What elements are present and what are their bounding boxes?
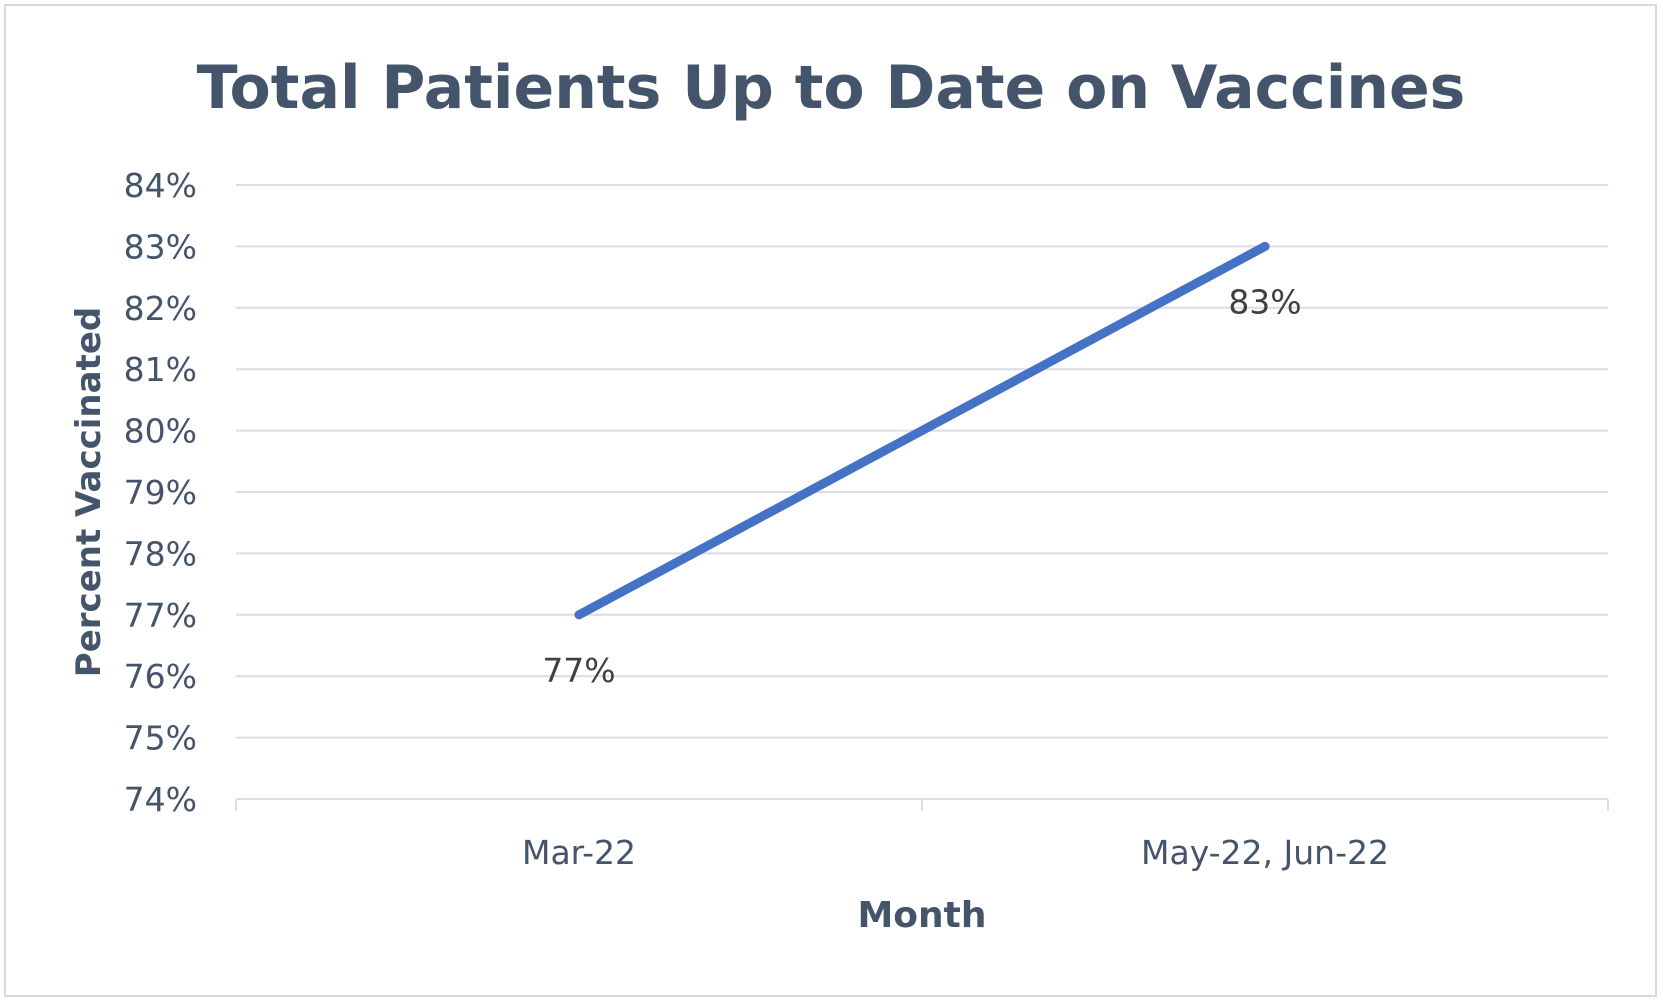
y-tick-label: 76%	[124, 657, 197, 696]
data-label: 83%	[1228, 282, 1301, 321]
y-axis-ticks: 74% 75% 76% 77% 78% 79% 80% 81% 82% 83% 84%	[124, 166, 197, 819]
y-tick-label: 74%	[124, 780, 197, 819]
x-axis-ticks: Mar-22 May-22, Jun-22	[522, 833, 1389, 872]
y-tick-label: 80%	[124, 412, 197, 451]
x-tick-label: Mar-22	[522, 833, 636, 872]
y-tick-label: 83%	[124, 227, 197, 266]
x-axis-title: Month	[857, 895, 986, 936]
y-tick-label: 77%	[124, 596, 197, 635]
chart-frame	[4, 4, 1657, 997]
gridlines	[236, 184, 1608, 739]
y-tick-label: 82%	[124, 289, 197, 328]
x-tick-label: May-22, Jun-22	[1141, 833, 1389, 872]
y-tick-label: 81%	[124, 350, 197, 389]
data-point	[574, 610, 584, 620]
x-axis	[235, 798, 1609, 811]
series-line	[574, 241, 1270, 620]
chart-title: Total Patients Up to Date on Vaccines	[197, 53, 1466, 123]
y-tick-label: 75%	[124, 719, 197, 758]
y-tick-label: 79%	[124, 473, 197, 512]
y-axis-title: Percent Vaccinated	[69, 307, 109, 677]
y-tick-label: 84%	[124, 166, 197, 205]
data-point	[1260, 241, 1270, 251]
data-label: 77%	[542, 651, 615, 690]
series-group	[574, 241, 1270, 620]
data-labels: 77% 83%	[542, 282, 1301, 689]
y-tick-label: 78%	[124, 534, 197, 573]
